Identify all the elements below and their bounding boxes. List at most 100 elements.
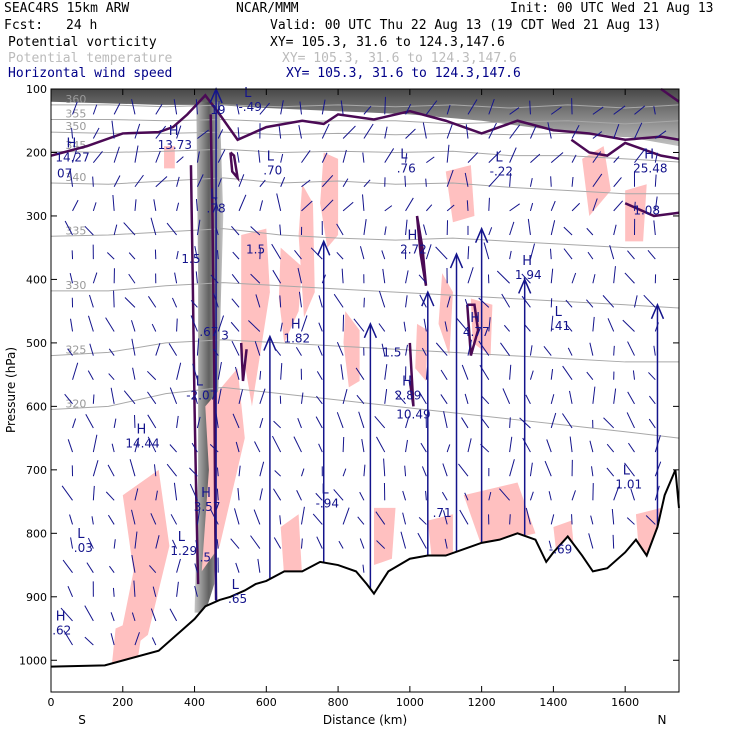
wind-vector — [378, 323, 386, 332]
isentrope-label: 345 — [65, 139, 86, 152]
wind-vector — [149, 565, 157, 574]
wind-vector — [301, 200, 313, 212]
wind-vector — [467, 339, 472, 356]
wind-vector — [405, 153, 408, 163]
wind-vector — [613, 124, 620, 139]
wind-vector — [440, 369, 448, 380]
wind-vector — [147, 414, 157, 429]
wind-vector — [91, 516, 94, 525]
isentrope-label: 355 — [65, 107, 86, 120]
wind-vector — [342, 149, 347, 163]
pv-extremum-marker: H — [644, 147, 654, 162]
pv-extremum-marker: L — [321, 483, 329, 498]
wind-vector — [67, 439, 74, 453]
wind-vector — [88, 294, 94, 308]
wind-vector — [613, 388, 617, 404]
x-tick-label: 400 — [184, 696, 205, 709]
pv-extremum-marker: L — [77, 527, 85, 542]
wind-vector — [217, 101, 220, 115]
pv-extremum-marker: H — [56, 610, 66, 625]
wind-vector — [571, 202, 581, 212]
wind-vector — [72, 418, 77, 429]
wind-vector — [236, 104, 240, 115]
wind-vector — [446, 169, 454, 187]
x-tick-label: 1000 — [396, 696, 424, 709]
wind-vector — [111, 120, 115, 139]
wind-vector — [87, 370, 94, 380]
wind-vector — [235, 562, 240, 573]
wind-vector — [67, 348, 73, 356]
wind-vector — [298, 291, 302, 308]
wind-vector — [134, 531, 138, 549]
wind-vector — [166, 222, 177, 236]
pv-extremum-value: 1.01 — [615, 478, 642, 492]
wind-vector — [174, 272, 178, 284]
wind-vector — [563, 226, 573, 236]
pv-extremum-value: .70 — [263, 163, 282, 177]
wind-vector — [336, 251, 344, 260]
wind-vector — [112, 587, 115, 597]
wind-vector — [259, 488, 263, 501]
wind-vector — [123, 222, 136, 236]
wind-vector — [509, 107, 520, 115]
positive-pv-region — [112, 615, 145, 664]
wind-vector — [151, 637, 157, 646]
wind-vector — [374, 416, 386, 429]
wind-vector — [336, 223, 344, 236]
wind-vector — [70, 318, 74, 332]
wind-vector — [176, 250, 179, 260]
wind-vector — [87, 315, 94, 332]
wind-vector — [238, 194, 247, 212]
wind-vector — [176, 125, 182, 139]
wind-vector — [446, 444, 451, 453]
wind-vector — [155, 490, 158, 501]
wind-vector — [299, 101, 302, 115]
wind-vector — [509, 147, 517, 163]
wind-vector — [405, 128, 416, 139]
isentrope-label: 335 — [65, 224, 86, 237]
wind-vector — [191, 442, 198, 453]
wind-vector — [134, 199, 137, 211]
field-xy-pv: XY= 105.3, 31.6 to 124.3,147.6 — [270, 35, 505, 50]
wind-vector — [196, 510, 200, 525]
wind-vector — [134, 488, 139, 501]
wind-vector — [442, 510, 448, 525]
isentrope-line — [50, 148, 680, 163]
pv-extremum-value: -2.07 — [186, 389, 217, 403]
wind-vector — [403, 321, 407, 332]
wind-vector — [550, 514, 555, 525]
pv-extremum-marker: L — [400, 147, 408, 162]
wind-vector — [259, 200, 263, 211]
y-tick-label: 100 — [26, 83, 47, 96]
wind-vector — [150, 513, 157, 525]
wind-vector — [384, 364, 388, 380]
positive-pv-region — [278, 247, 303, 343]
wind-vector — [273, 537, 282, 549]
wind-vector — [113, 290, 115, 308]
plot-frame — [50, 88, 680, 693]
wind-vector — [355, 367, 365, 380]
pv-contour — [239, 342, 248, 382]
pv-extremum-marker: H — [470, 311, 480, 326]
wind-vector — [250, 226, 261, 236]
wind-vector — [234, 366, 240, 380]
wind-vector — [84, 605, 94, 622]
x-axis-label: Distance (km) — [323, 713, 407, 727]
wind-vector — [321, 199, 334, 212]
wind-vector — [196, 174, 204, 187]
isentrope-label: 350 — [65, 120, 86, 133]
pv-contour — [50, 93, 680, 157]
x-end-label-left: S — [78, 713, 86, 727]
pv-extremum-value: -.69 — [549, 542, 572, 556]
wind-vector — [238, 174, 245, 187]
wind-vector — [500, 342, 511, 356]
wind-vector — [466, 200, 469, 211]
pv-extrema-labels: H14.2707H13.7319L-.49L.781.5L.701.5L.76L… — [52, 86, 667, 638]
pv-extremum-value: 25.48 — [633, 161, 667, 175]
wind-vector — [529, 177, 533, 187]
wind-vector — [421, 347, 427, 356]
wind-vector — [628, 442, 635, 453]
wind-vector — [128, 273, 136, 284]
wind-vector — [301, 150, 311, 163]
wind-vector — [613, 266, 616, 284]
